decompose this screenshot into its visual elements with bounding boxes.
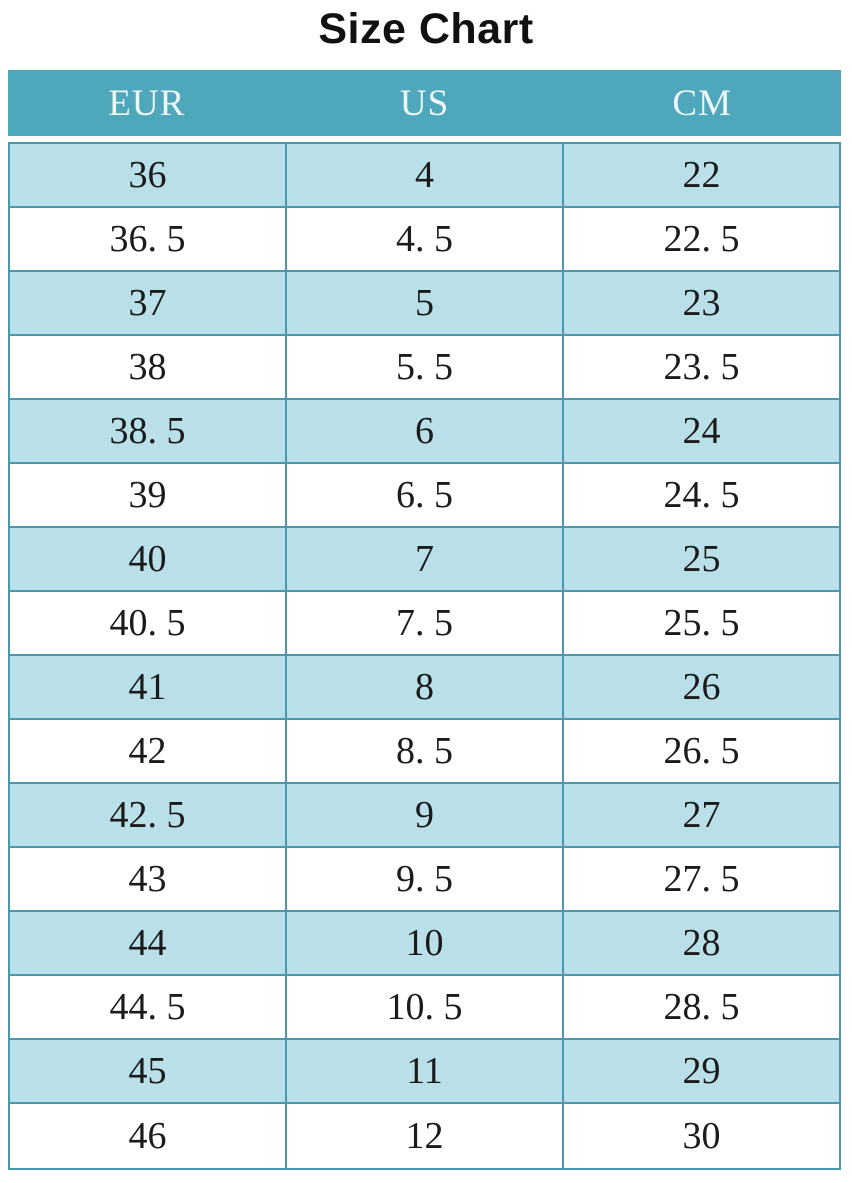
table-cell: 43 (10, 848, 287, 910)
table-cell: 7 (287, 528, 564, 590)
table-cell: 42 (10, 720, 287, 782)
table-row: 44. 5 10. 5 28. 5 (10, 976, 839, 1040)
table-cell: 44. 5 (10, 976, 287, 1038)
table-row: 43 9. 5 27. 5 (10, 848, 839, 912)
size-chart-table: EUR US CM 36 4 22 36. 5 4. 5 22. 5 37 5 23 38 5. 5 23… (8, 70, 841, 1170)
table-cell: 9 (287, 784, 564, 846)
table-cell: 24. 5 (663, 474, 740, 516)
table-cell: 36 (10, 144, 287, 206)
table-row: 40 7 25 (10, 528, 839, 592)
table-cell: 26 (682, 666, 721, 708)
table-row: 46 12 30 (10, 1104, 839, 1168)
table-row: 38 5. 5 23. 5 (10, 336, 839, 400)
table-cell: 22 (682, 154, 721, 196)
table-cell: 27 (682, 794, 721, 836)
table-cell: 26. 5 (663, 730, 740, 772)
table-cell: 38 (10, 336, 287, 398)
table-cell: 5 (287, 272, 564, 334)
table-cell: 45 (10, 1040, 287, 1102)
table-cell: 42. 5 (10, 784, 287, 846)
table-row: 42 8. 5 26. 5 (10, 720, 839, 784)
table-row: 39 6. 5 24. 5 (10, 464, 839, 528)
column-header: EUR (108, 82, 186, 124)
table-cell: 41 (10, 656, 287, 718)
table-cell: 46 (10, 1104, 287, 1168)
table-row: 36 4 22 (10, 144, 839, 208)
table-cell: 39 (10, 464, 287, 526)
table-cell: 12 (287, 1104, 564, 1168)
table-cell: 25 (682, 538, 721, 580)
table-cell: 11 (287, 1040, 564, 1102)
table-cell: 28 (682, 922, 721, 964)
table-cell: 7. 5 (287, 592, 564, 654)
table-cell: 23 (682, 282, 721, 324)
table-cell: 29 (682, 1050, 721, 1092)
table-cell: 6 (287, 400, 564, 462)
table-row: 37 5 23 (10, 272, 839, 336)
table-cell: 23. 5 (663, 346, 740, 388)
table-cell: 40. 5 (10, 592, 287, 654)
table-cell: 10 (287, 912, 564, 974)
table-cell: 40 (10, 528, 287, 590)
table-cell: 44 (10, 912, 287, 974)
page-title: Size Chart (318, 5, 534, 53)
table-cell: 22. 5 (663, 218, 740, 260)
table-cell: 10. 5 (287, 976, 564, 1038)
table-row: 38. 5 6 24 (10, 400, 839, 464)
table-cell: 37 (10, 272, 287, 334)
table-row: 40. 5 7. 5 25. 5 (10, 592, 839, 656)
table-row: 36. 5 4. 5 22. 5 (10, 208, 839, 272)
table-cell: 8 (287, 656, 564, 718)
table-cell: 27. 5 (663, 858, 740, 900)
header-divider (8, 136, 841, 142)
table-cell: 6. 5 (287, 464, 564, 526)
table-cell: 9. 5 (287, 848, 564, 910)
table-row: 42. 5 9 27 (10, 784, 839, 848)
table-cell: 38. 5 (10, 400, 287, 462)
table-cell: 5. 5 (287, 336, 564, 398)
table-header-row: EUR US CM (8, 70, 841, 136)
column-header: US (399, 82, 450, 124)
table-cell: 28. 5 (663, 986, 740, 1028)
table-row: 45 11 29 (10, 1040, 839, 1104)
table-cell: 4 (287, 144, 564, 206)
table-row: 44 10 28 (10, 912, 839, 976)
table-cell: 4. 5 (287, 208, 564, 270)
table-cell: 30 (682, 1115, 721, 1157)
column-header: CM (672, 82, 732, 124)
table-cell: 25. 5 (663, 602, 740, 644)
table-cell: 8. 5 (287, 720, 564, 782)
table-body: 36 4 22 36. 5 4. 5 22. 5 37 5 23 38 5. 5 23. 5 38. 5… (8, 142, 841, 1170)
table-cell: 36. 5 (10, 208, 287, 270)
table-cell: 24 (682, 410, 721, 452)
table-row: 41 8 26 (10, 656, 839, 720)
